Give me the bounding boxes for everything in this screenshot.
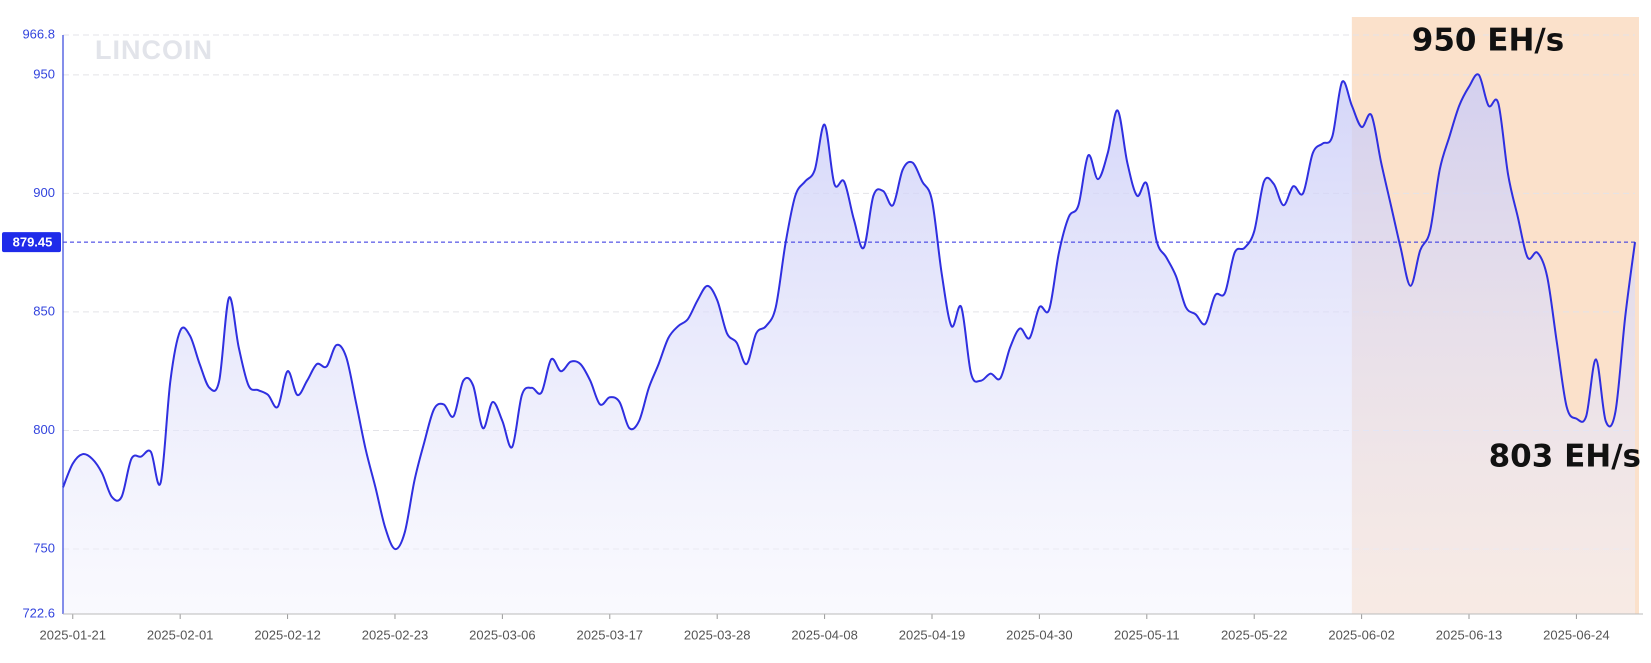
line [62, 73, 1636, 551]
x-tick-label: 2025-02-23 [362, 627, 429, 642]
current-value-badge [2, 232, 61, 253]
y-tick-label: 800 [33, 422, 55, 437]
y-tick-label: 722.6 [22, 605, 55, 620]
y-tick-label: 750 [33, 540, 55, 555]
x-tick-label: 2025-02-12 [254, 627, 321, 642]
watermark: LINCOIN [95, 35, 213, 65]
x-tick-label: 2025-04-08 [791, 627, 858, 642]
current-value-label: 879.45 [13, 235, 53, 250]
x-tick-label: 2025-02-01 [147, 627, 214, 642]
y-tick-label: 950 [33, 66, 55, 81]
x-tick-label: 2025-06-13 [1436, 627, 1503, 642]
x-tick-label: 2025-04-30 [1006, 627, 1073, 642]
x-tick-label: 2025-05-22 [1221, 627, 1288, 642]
x-tick-label: 2025-06-24 [1543, 627, 1610, 642]
x-tick-label: 2025-03-28 [684, 627, 751, 642]
x-tick-label: 2025-03-17 [577, 627, 644, 642]
y-tick-label: 966.8 [22, 26, 55, 41]
x-tick-label: 2025-03-06 [469, 627, 536, 642]
x-tick-label: 2025-01-21 [40, 627, 107, 642]
x-tick-label: 2025-06-02 [1328, 627, 1395, 642]
annotation: 803 EH/s [1489, 439, 1641, 475]
y-tick-label: 850 [33, 303, 55, 318]
x-tick-label: 2025-05-11 [1114, 627, 1180, 642]
annotation: 950 EH/s [1412, 23, 1564, 59]
y-tick-label: 900 [33, 185, 55, 200]
x-tick-label: 2025-04-19 [899, 627, 966, 642]
area-fill [63, 74, 1635, 614]
